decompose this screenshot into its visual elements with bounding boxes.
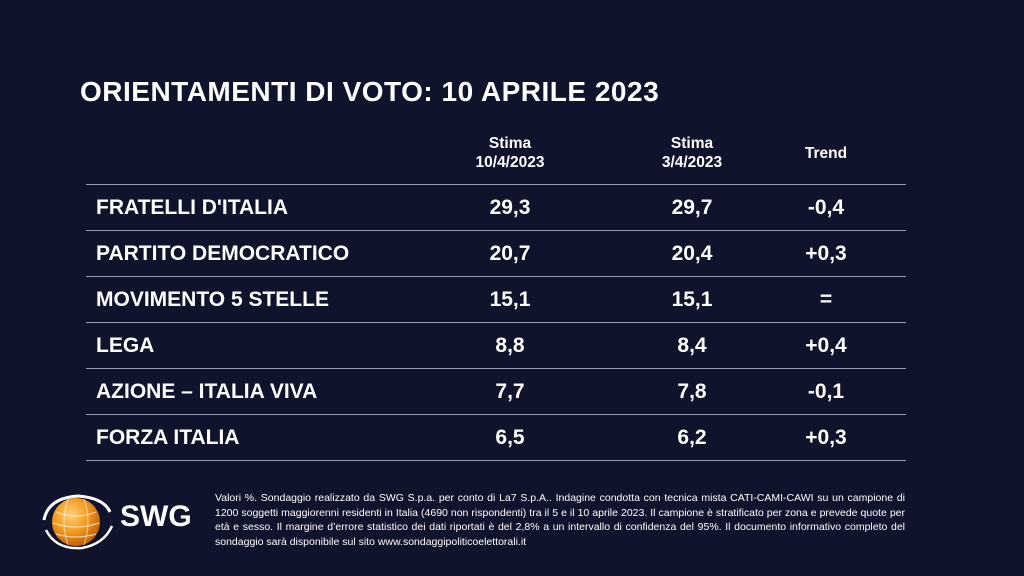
estimate-current: 29,3 bbox=[489, 196, 531, 219]
table-row: AZIONE – ITALIA VIVA 7,7 7,8 -0,1 bbox=[86, 369, 906, 415]
trend-value: +0,4 bbox=[805, 334, 847, 357]
table-header: Stima 10/4/2023 Stima 3/4/2023 Trend bbox=[86, 130, 906, 185]
estimate-previous: 7,8 bbox=[677, 380, 707, 403]
header-estimate-current: Stima 10/4/2023 bbox=[475, 135, 545, 171]
trend-value: = bbox=[819, 288, 833, 311]
table-row: FORZA ITALIA 6,5 6,2 +0,3 bbox=[86, 415, 906, 461]
trend-value: +0,3 bbox=[805, 242, 847, 265]
estimate-previous: 6,2 bbox=[677, 426, 707, 449]
estimate-current: 20,7 bbox=[489, 242, 531, 265]
estimate-current: 7,7 bbox=[495, 380, 525, 403]
header-estimate-previous: Stima 3/4/2023 bbox=[661, 135, 723, 171]
estimate-previous: 8,4 bbox=[677, 334, 707, 357]
swg-globe-logo-icon bbox=[42, 494, 114, 550]
party-name: MOVIMENTO 5 STELLE bbox=[96, 288, 329, 311]
table-row: FRATELLI D'ITALIA 29,3 29,7 -0,4 bbox=[86, 185, 906, 231]
party-name: FRATELLI D'ITALIA bbox=[96, 196, 289, 219]
party-name: AZIONE – ITALIA VIVA bbox=[96, 380, 318, 403]
methodology-note: Valori %. Sondaggio realizzato da SWG S.… bbox=[215, 492, 905, 548]
party-name: PARTITO DEMOCRATICO bbox=[96, 242, 350, 265]
page-title: ORIENTAMENTI DI VOTO: 10 APRILE 2023 bbox=[80, 76, 660, 107]
trend-value: -0,4 bbox=[807, 196, 845, 219]
trend-value: -0,1 bbox=[807, 380, 845, 403]
poll-table: Stima 10/4/2023 Stima 3/4/2023 Trend FRA… bbox=[86, 130, 906, 461]
party-name: LEGA bbox=[96, 334, 155, 357]
estimate-previous: 29,7 bbox=[671, 196, 713, 219]
trend-value: +0,3 bbox=[805, 426, 847, 449]
logo-text: SWG bbox=[120, 500, 192, 533]
header-trend: Trend bbox=[804, 145, 848, 162]
party-name: FORZA ITALIA bbox=[96, 426, 240, 449]
estimate-current: 8,8 bbox=[495, 334, 525, 357]
estimate-current: 15,1 bbox=[489, 288, 531, 311]
table-row: LEGA 8,8 8,4 +0,4 bbox=[86, 323, 906, 369]
estimate-current: 6,5 bbox=[495, 426, 525, 449]
estimate-previous: 15,1 bbox=[671, 288, 713, 311]
table-row: MOVIMENTO 5 STELLE 15,1 15,1 = bbox=[86, 277, 906, 323]
estimate-previous: 20,4 bbox=[671, 242, 713, 265]
table-row: PARTITO DEMOCRATICO 20,7 20,4 +0,3 bbox=[86, 231, 906, 277]
swg-logo: SWG bbox=[38, 490, 208, 550]
